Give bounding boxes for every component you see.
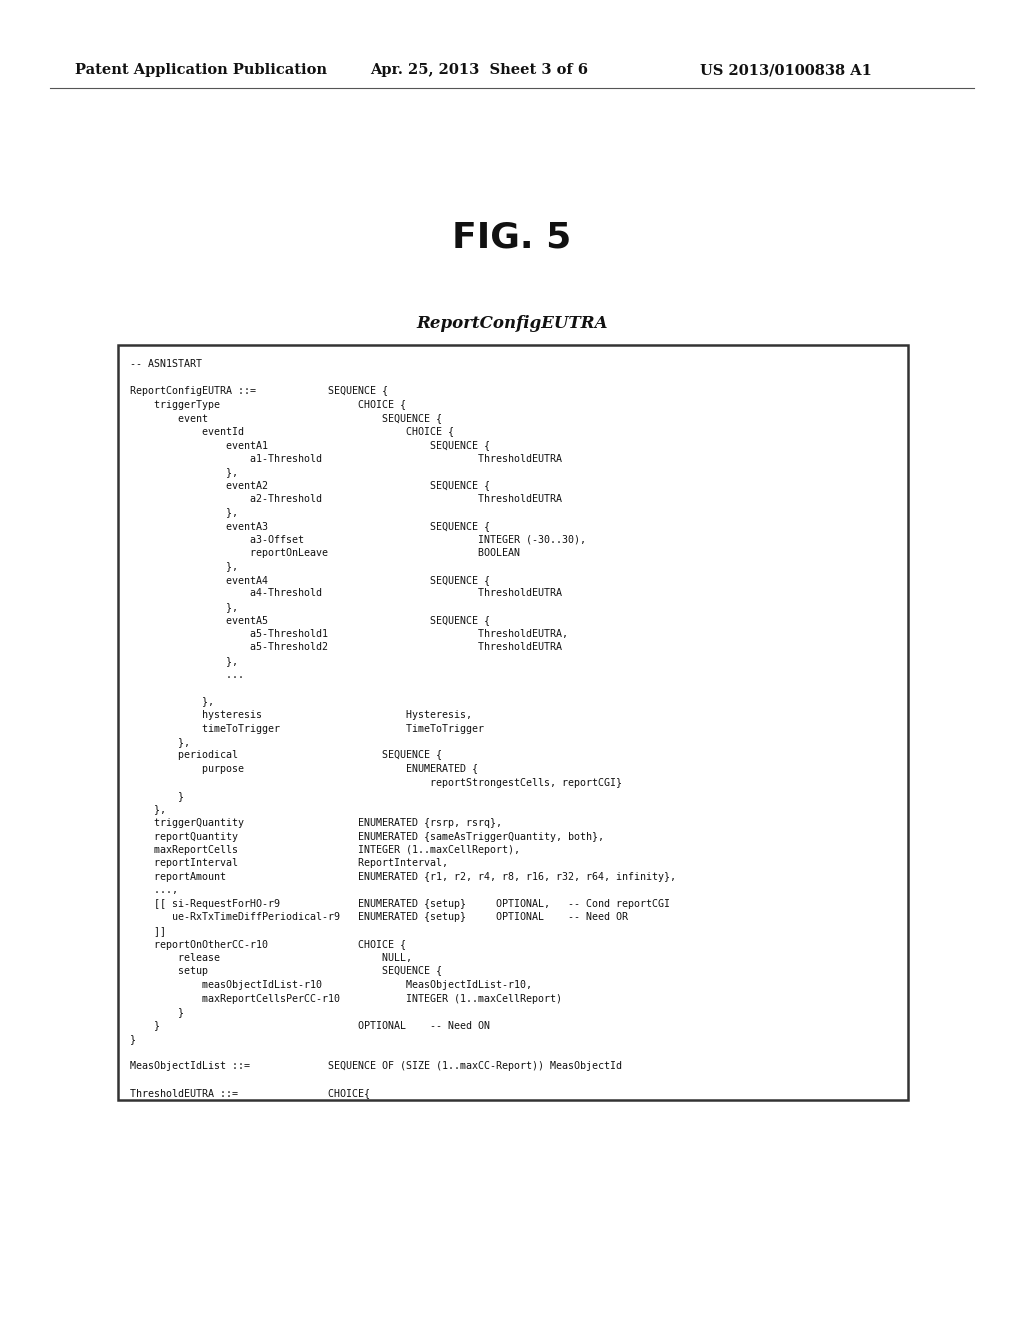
Text: reportOnLeave                         BOOLEAN: reportOnLeave BOOLEAN [130,548,520,558]
Text: eventA3                           SEQUENCE {: eventA3 SEQUENCE { [130,521,490,531]
Text: -- ASN1START: -- ASN1START [130,359,202,370]
Text: maxReportCellsPerCC-r10           INTEGER (1..maxCellReport): maxReportCellsPerCC-r10 INTEGER (1..maxC… [130,994,562,1003]
Text: a3-Offset                             INTEGER (-30..30),: a3-Offset INTEGER (-30..30), [130,535,586,544]
Bar [118,345,908,1100]
Text: timeToTrigger                     TimeToTrigger: timeToTrigger TimeToTrigger [130,723,484,734]
Text: measObjectIdList-r10              MeasObjectIdList-r10,: measObjectIdList-r10 MeasObjectIdList-r1… [130,979,532,990]
Text: },: }, [130,467,238,477]
Text: reportOnOtherCC-r10               CHOICE {: reportOnOtherCC-r10 CHOICE { [130,940,406,949]
Text: },: }, [130,737,190,747]
Text: },: }, [130,656,238,667]
Text: event                             SEQUENCE {: event SEQUENCE { [130,413,442,422]
Text: reportInterval                    ReportInterval,: reportInterval ReportInterval, [130,858,449,869]
Text: MeasObjectIdList ::=             SEQUENCE OF (SIZE (1..maxCC-Report)) MeasObject: MeasObjectIdList ::= SEQUENCE OF (SIZE (… [130,1061,622,1071]
Text: ReportConfigEUTRA: ReportConfigEUTRA [416,315,608,333]
Text: a5-Threshold1                         ThresholdEUTRA,: a5-Threshold1 ThresholdEUTRA, [130,630,568,639]
Text: eventA4                           SEQUENCE {: eventA4 SEQUENCE { [130,576,490,585]
Text: triggerType                       CHOICE {: triggerType CHOICE { [130,400,406,409]
Text: purpose                           ENUMERATED {: purpose ENUMERATED { [130,764,478,774]
Text: release                           NULL,: release NULL, [130,953,412,964]
Text: triggerQuantity                   ENUMERATED {rsrp, rsrq},: triggerQuantity ENUMERATED {rsrp, rsrq}, [130,818,502,828]
Text: periodical                        SEQUENCE {: periodical SEQUENCE { [130,751,442,760]
Text: },: }, [130,561,238,572]
Text: },: }, [130,804,166,814]
Text: },: }, [130,697,214,706]
Text: maxReportCells                    INTEGER (1..maxCellReport),: maxReportCells INTEGER (1..maxCellReport… [130,845,520,855]
Text: a1-Threshold                          ThresholdEUTRA: a1-Threshold ThresholdEUTRA [130,454,562,463]
Text: hysteresis                        Hysteresis,: hysteresis Hysteresis, [130,710,472,719]
Text: ...: ... [130,669,244,680]
Text: Patent Application Publication: Patent Application Publication [75,63,327,77]
Text: ReportConfigEUTRA ::=            SEQUENCE {: ReportConfigEUTRA ::= SEQUENCE { [130,385,388,396]
Text: Apr. 25, 2013  Sheet 3 of 6: Apr. 25, 2013 Sheet 3 of 6 [370,63,588,77]
Text: }: } [130,1034,136,1044]
Text: ...,: ..., [130,886,178,895]
Text: reportAmount                      ENUMERATED {r1, r2, r4, r8, r16, r32, r64, inf: reportAmount ENUMERATED {r1, r2, r4, r8,… [130,873,676,882]
Text: a2-Threshold                          ThresholdEUTRA: a2-Threshold ThresholdEUTRA [130,494,562,504]
Text: reportStrongestCells, reportCGI}: reportStrongestCells, reportCGI} [130,777,622,788]
Text: setup                             SEQUENCE {: setup SEQUENCE { [130,966,442,977]
Text: ue-RxTxTimeDiffPeriodical-r9   ENUMERATED {setup}     OPTIONAL    -- Need OR: ue-RxTxTimeDiffPeriodical-r9 ENUMERATED … [130,912,628,923]
Text: eventA5                           SEQUENCE {: eventA5 SEQUENCE { [130,615,490,626]
Text: },: }, [130,602,238,612]
Text: US 2013/0100838 A1: US 2013/0100838 A1 [700,63,871,77]
Text: reportQuantity                    ENUMERATED {sameAsTriggerQuantity, both},: reportQuantity ENUMERATED {sameAsTrigger… [130,832,604,842]
Text: }                                 OPTIONAL    -- Need ON: } OPTIONAL -- Need ON [130,1020,490,1031]
Text: eventA1                           SEQUENCE {: eventA1 SEQUENCE { [130,440,490,450]
Text: }: } [130,1007,184,1016]
Text: FIG. 5: FIG. 5 [453,220,571,253]
Text: eventId                           CHOICE {: eventId CHOICE { [130,426,454,437]
Text: ThresholdEUTRA ::=               CHOICE{: ThresholdEUTRA ::= CHOICE{ [130,1088,370,1098]
Text: },: }, [130,507,238,517]
Text: a4-Threshold                          ThresholdEUTRA: a4-Threshold ThresholdEUTRA [130,589,562,598]
Text: a5-Threshold2                         ThresholdEUTRA: a5-Threshold2 ThresholdEUTRA [130,643,562,652]
Text: [[ si-RequestForHO-r9             ENUMERATED {setup}     OPTIONAL,   -- Cond rep: [[ si-RequestForHO-r9 ENUMERATED {setup}… [130,899,670,909]
Text: ]]: ]] [130,927,166,936]
Text: eventA2                           SEQUENCE {: eventA2 SEQUENCE { [130,480,490,491]
Text: }: } [130,791,184,801]
